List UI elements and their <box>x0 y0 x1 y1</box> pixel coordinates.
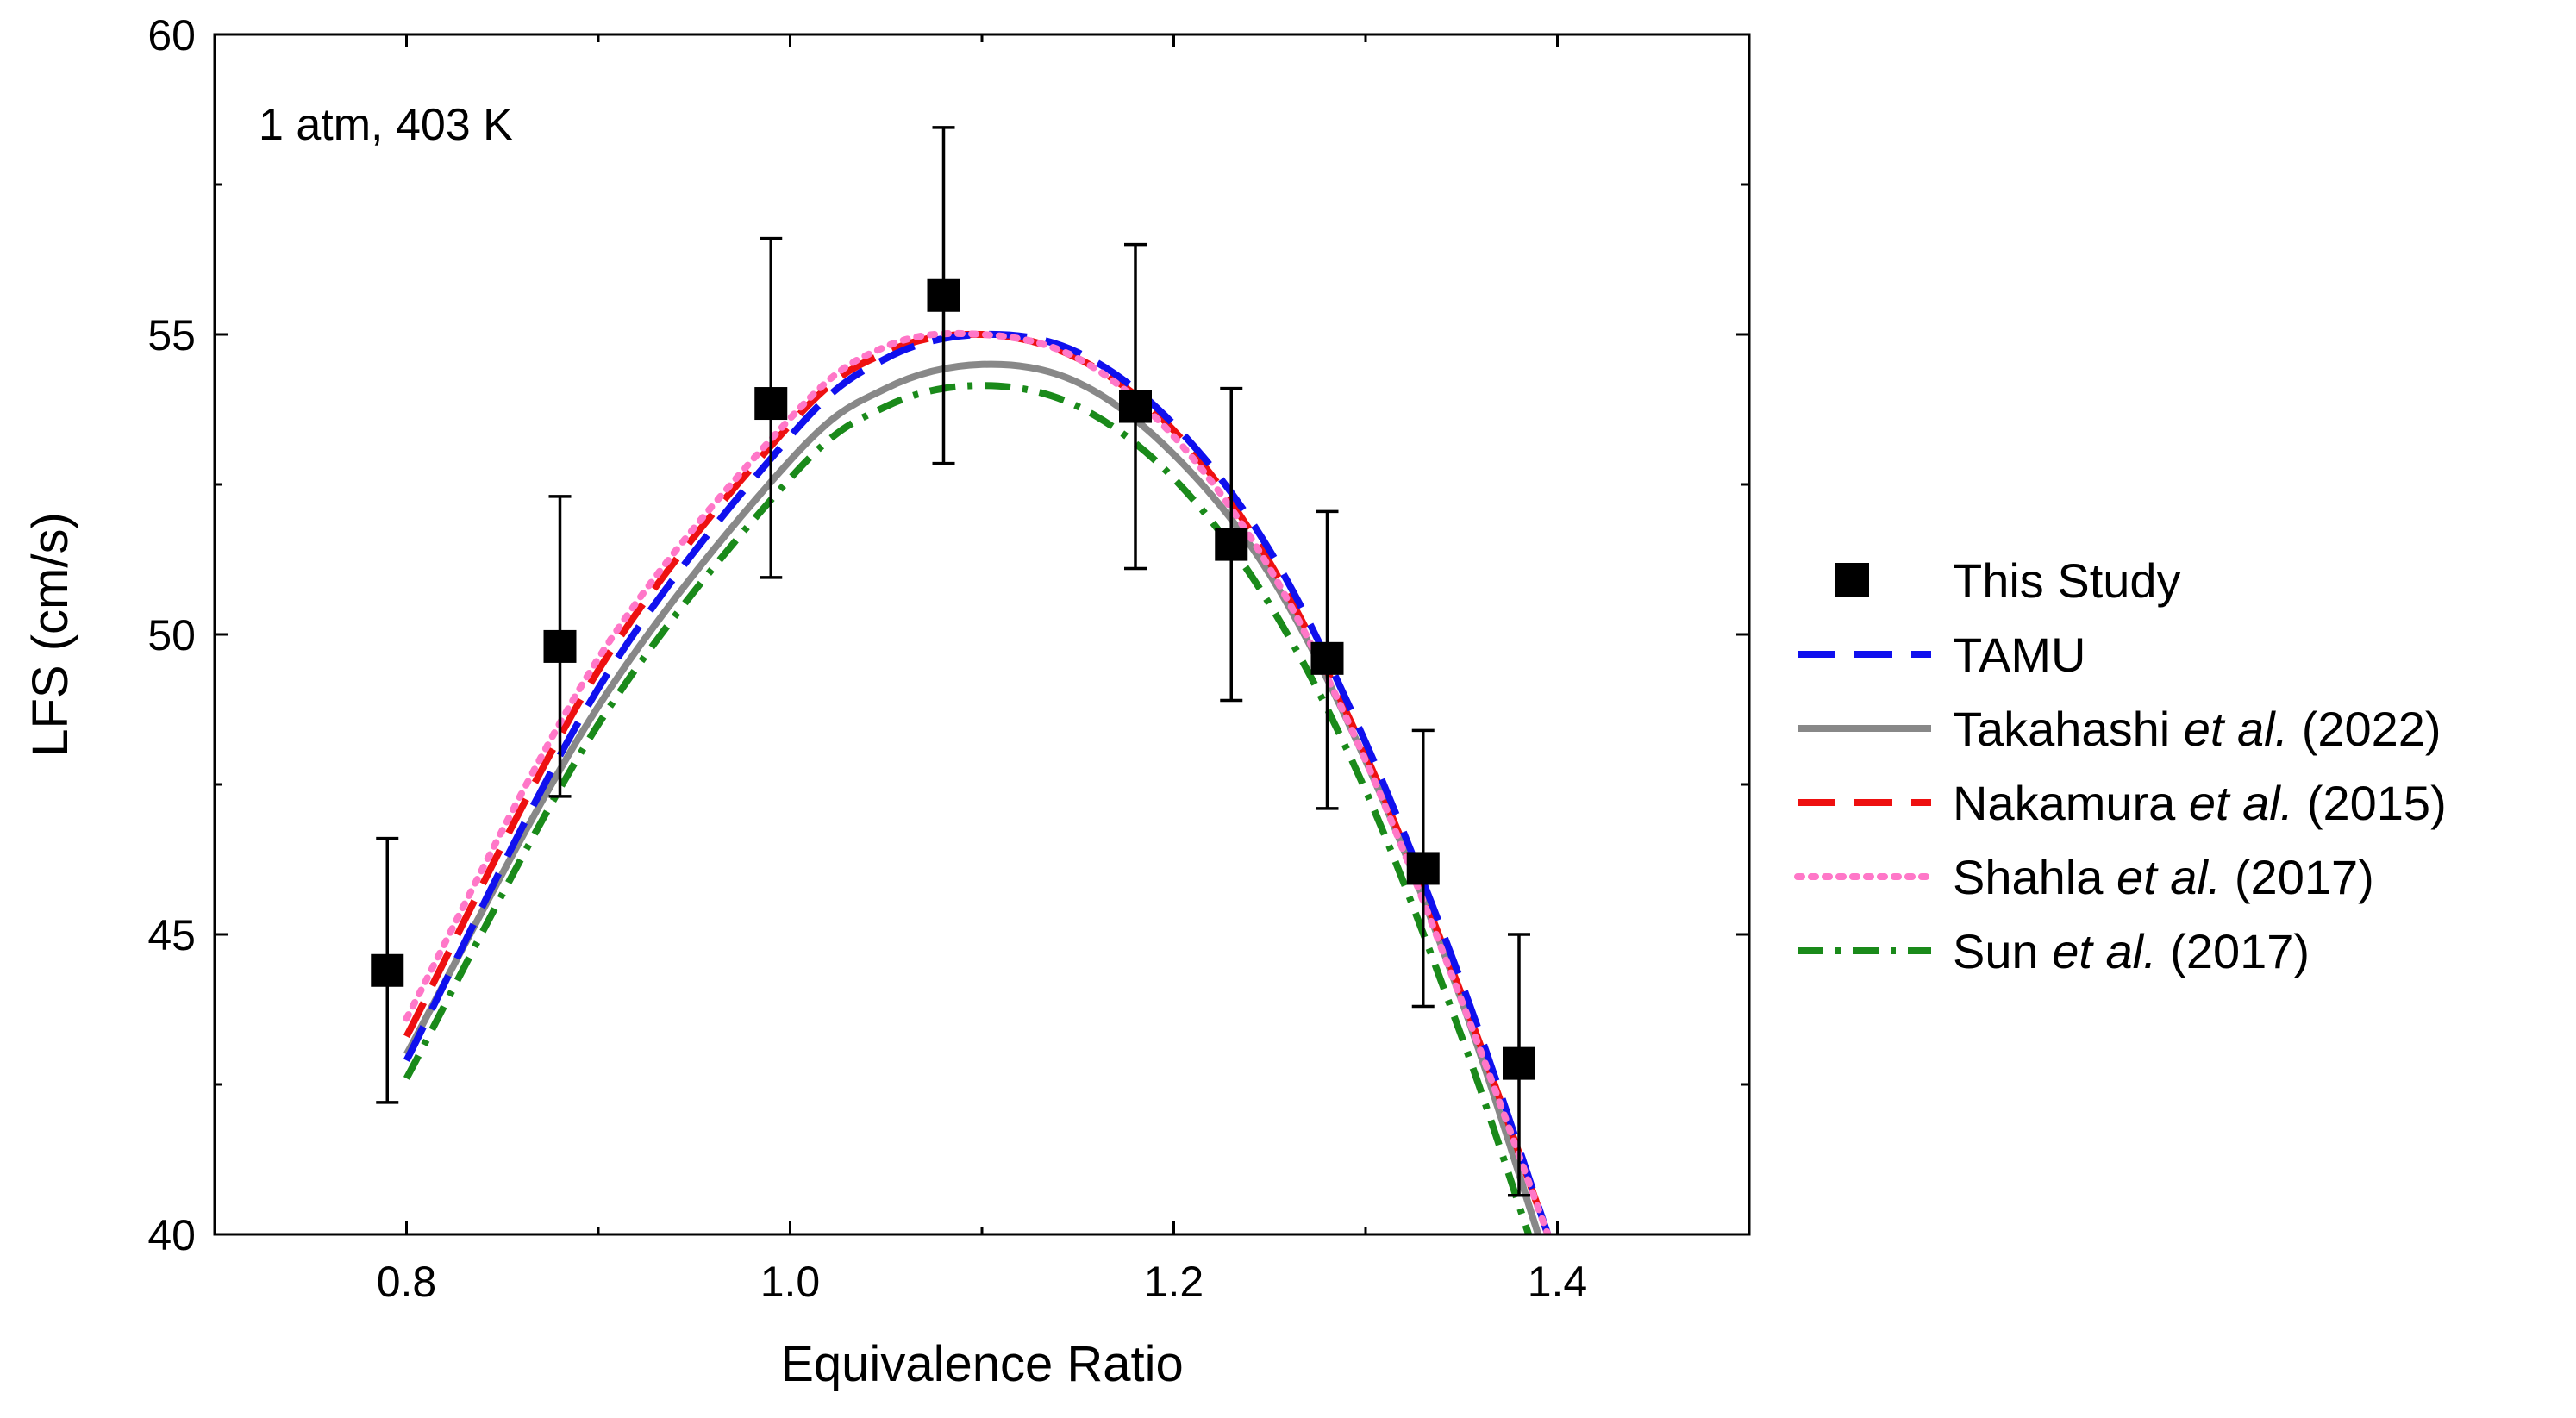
series-line <box>403 382 1532 1234</box>
x-tick-label: 1.0 <box>760 1258 821 1306</box>
series-lines <box>403 329 1552 1234</box>
legend-label: This Study <box>1953 553 2181 608</box>
data-point <box>927 278 960 312</box>
legend-label: Takahashi et al. (2022) <box>1953 702 2442 756</box>
data-point <box>754 387 788 421</box>
series-line <box>403 329 1552 1234</box>
data-point <box>1310 641 1344 675</box>
x-tick-label: 1.4 <box>1528 1258 1588 1306</box>
x-tick-label: 0.8 <box>377 1258 437 1306</box>
series-line <box>403 330 1552 1234</box>
y-tick-label: 60 <box>147 11 196 59</box>
legend-marker <box>1835 563 1869 597</box>
y-axis-title: LFS (cm/s) <box>22 512 78 757</box>
x-tick-label: 1.2 <box>1144 1258 1204 1306</box>
plot-annotation: 1 atm, 403 K <box>259 100 513 150</box>
experiment-points <box>371 126 1535 1197</box>
data-point <box>371 953 404 987</box>
data-point <box>1406 852 1440 885</box>
x-axis-title: Equivalence Ratio <box>780 1336 1184 1392</box>
y-tick-label: 55 <box>147 311 196 359</box>
legend-label: TAMU <box>1953 628 2086 682</box>
legend-label: Sun et al. (2017) <box>1953 924 2310 978</box>
y-tick-label: 40 <box>147 1211 196 1259</box>
legend: This Study TAMU Takahashi et al. (2022) Nak… <box>1794 553 2447 978</box>
y-tick-label: 45 <box>147 911 196 959</box>
y-tick-label: 50 <box>147 611 196 659</box>
data-point <box>1503 1046 1535 1080</box>
data-point <box>543 629 577 663</box>
legend-label: Nakamura et al. (2015) <box>1953 776 2447 830</box>
data-point <box>1119 390 1152 423</box>
data-point <box>1215 528 1248 561</box>
legend-label: Shahla et al. (2017) <box>1953 850 2374 904</box>
axis-ticks: 0.8 1.0 1.2 1.4 40 45 50 55 60 <box>147 11 1751 1306</box>
